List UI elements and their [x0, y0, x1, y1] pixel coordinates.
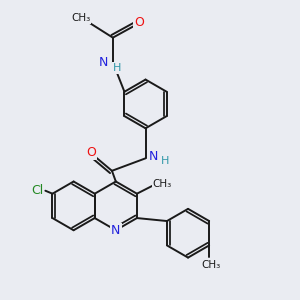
- Text: CH₃: CH₃: [153, 179, 172, 189]
- Text: O: O: [134, 16, 144, 29]
- Text: CH₃: CH₃: [71, 13, 90, 23]
- Text: H: H: [161, 156, 169, 166]
- Text: N: N: [148, 150, 158, 163]
- Text: Cl: Cl: [31, 184, 43, 197]
- Text: N: N: [99, 56, 109, 69]
- Text: O: O: [86, 146, 96, 159]
- Text: H: H: [113, 63, 122, 73]
- Text: CH₃: CH₃: [201, 260, 220, 270]
- Text: N: N: [111, 224, 121, 237]
